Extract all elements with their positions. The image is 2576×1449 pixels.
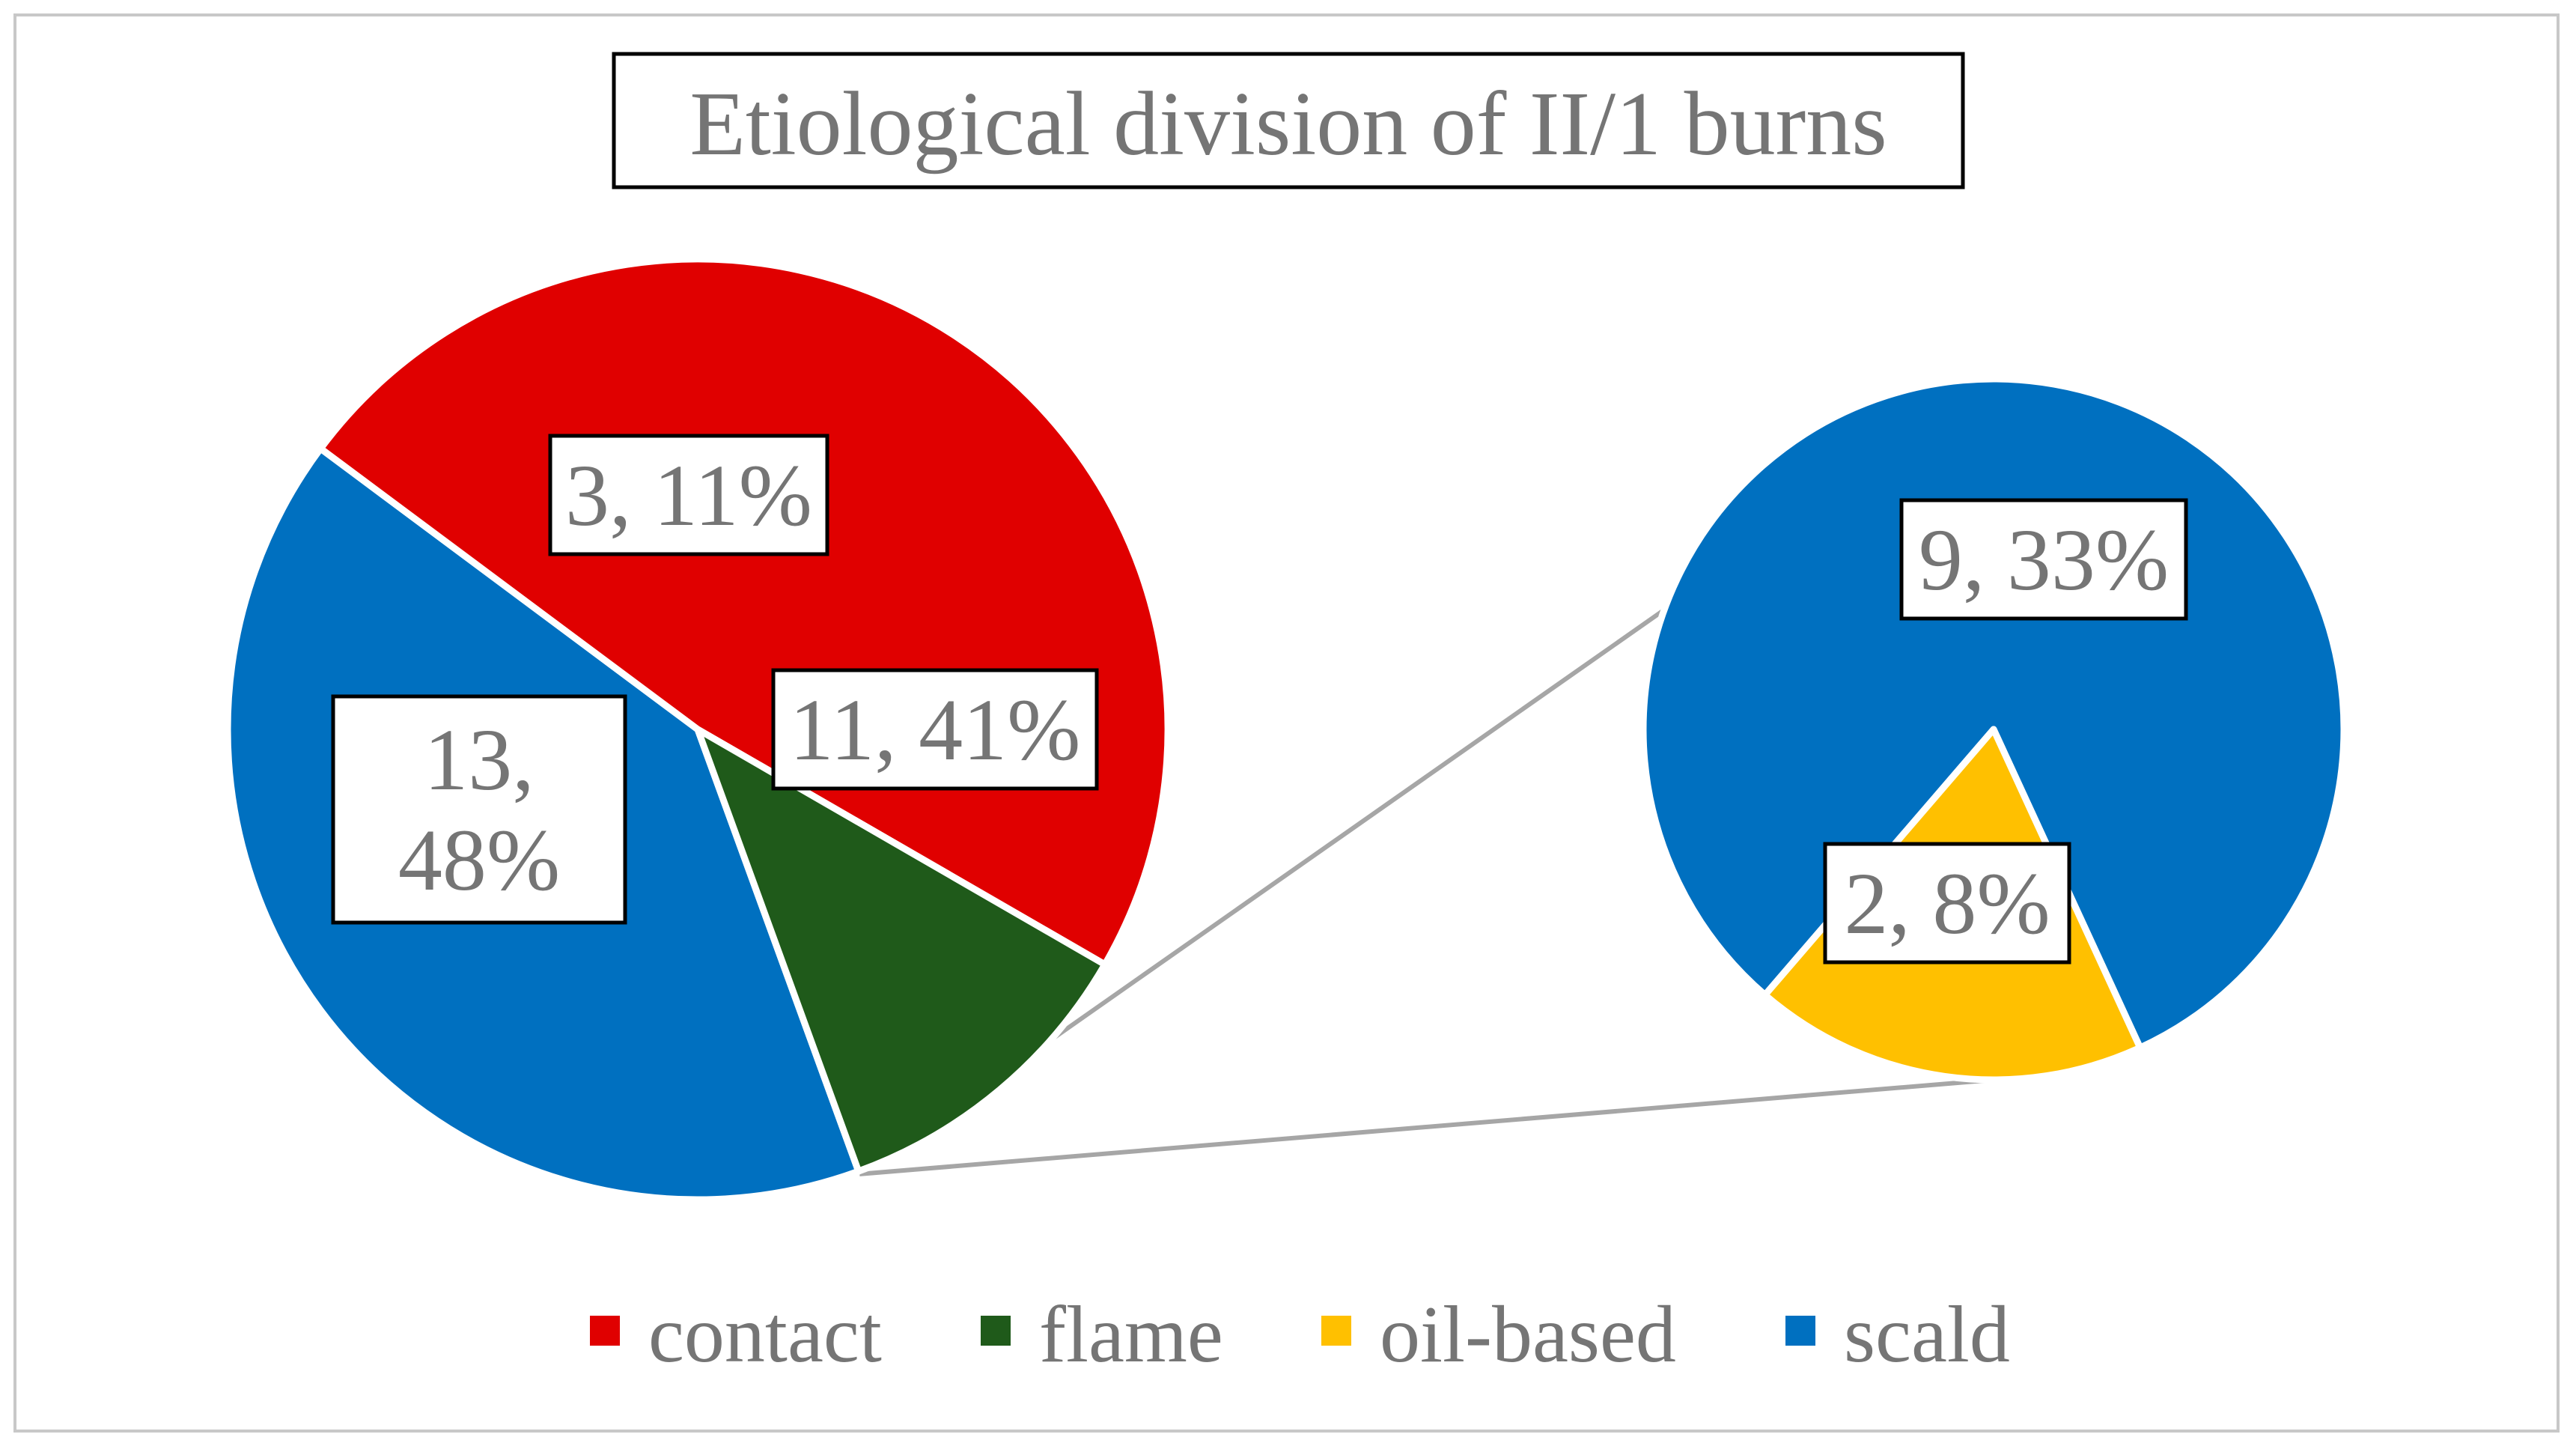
legend-swatch — [1321, 1316, 1351, 1346]
data-label-box — [1823, 842, 2071, 965]
chart-title: Etiological division of II/1 burns — [689, 73, 1887, 174]
data-label-text: 9, 33% — [1919, 511, 2169, 609]
legend-swatch — [1785, 1316, 1815, 1346]
data-label-text: 3, 11% — [565, 446, 812, 544]
chart-title-group: Etiological division of II/1 burns — [612, 52, 1965, 189]
data-label-secondary-oil-based: 2, 8% — [1823, 842, 2071, 965]
data-label-text: 48% — [398, 811, 560, 909]
primary-slice-flame — [694, 726, 1109, 1175]
data-label-text: 2, 8% — [1844, 854, 2050, 953]
data-label-box — [1899, 498, 2188, 621]
data-label-box — [771, 668, 1099, 791]
data-label-text: 13, — [424, 711, 535, 809]
legend-label: scald — [1844, 1290, 2010, 1379]
legend-entry-contact: contact — [590, 1290, 882, 1379]
legend-swatch — [981, 1316, 1011, 1346]
data-label-primary-scald: 11, 41% — [771, 668, 1099, 791]
data-label-primary-flame: 3, 11% — [548, 434, 829, 556]
data-label-box — [548, 434, 829, 556]
legend-label: contact — [648, 1290, 882, 1379]
data-label-box — [331, 694, 627, 925]
legend-label: oil-based — [1380, 1290, 1676, 1379]
legend-entry-scald: scald — [1785, 1290, 2010, 1379]
legend-label: flame — [1039, 1290, 1223, 1379]
legend-entry-oil-based: oil-based — [1321, 1290, 1676, 1379]
secondary-pie — [1639, 375, 2348, 1084]
data-label-primary-contact: 13,48% — [331, 694, 627, 925]
legend-swatch — [590, 1316, 620, 1346]
data-label-text: 11, 41% — [790, 681, 1081, 779]
legend-entry-flame: flame — [981, 1290, 1223, 1379]
chart-title-box — [612, 52, 1965, 189]
connector-line-bottom — [859, 1078, 1994, 1176]
data-label-secondary-scald: 9, 33% — [1899, 498, 2188, 621]
data-labels: 3, 11% 13,48% 11, 41% 9, 33% 2, 8% — [331, 434, 2188, 965]
legend: contact flame oil-based scald — [590, 1290, 2010, 1379]
